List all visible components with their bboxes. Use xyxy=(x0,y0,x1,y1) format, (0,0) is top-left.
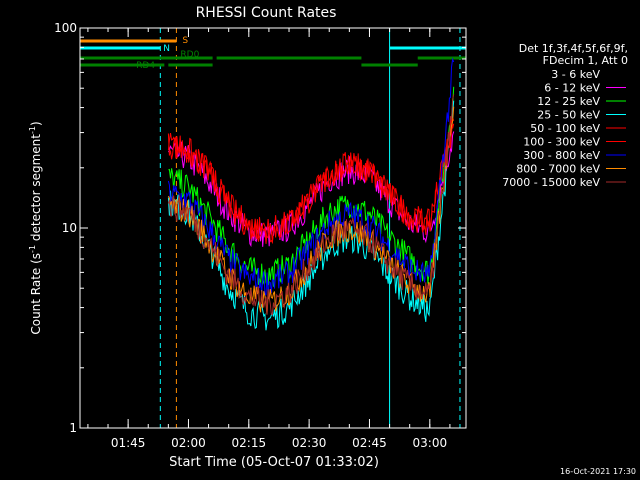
legend-header: FDecim 1, Att 0 xyxy=(543,54,628,67)
plot-area: S N RD0 RD4 xyxy=(80,28,466,428)
x-tick-label: 01:45 xyxy=(111,436,146,450)
y-tick-label: 1 xyxy=(69,421,77,435)
state-label-n: N xyxy=(163,44,170,54)
y-axis-label: Count Rate (s-1 detector segment-1) xyxy=(28,121,43,334)
legend-entry-label: 300 - 800 keV xyxy=(523,149,600,162)
legend-entry-label: 50 - 100 keV xyxy=(530,122,600,135)
legend-header: Det 1f,3f,4f,5f,6f,9f, xyxy=(519,42,628,55)
state-label-rd0: RD0 xyxy=(180,50,199,60)
series-line xyxy=(167,181,455,307)
state-label-s: S xyxy=(182,36,188,46)
legend-entry-label: 25 - 50 keV xyxy=(537,109,600,122)
legend: Det 1f,3f,4f,5f,6f,9f,FDecim 1, Att 03 -… xyxy=(502,42,628,189)
series-line xyxy=(167,117,455,244)
state-label-rd4: RD4 xyxy=(136,61,155,71)
series-line xyxy=(167,94,455,316)
legend-entry-label: 800 - 7000 keV xyxy=(516,163,600,176)
x-tick-label: 02:00 xyxy=(171,436,206,450)
series-line xyxy=(167,116,455,245)
y-tick-label: 100 xyxy=(54,21,77,35)
legend-entry-label: 7000 - 15000 keV xyxy=(502,176,600,189)
legend-entry-label: 100 - 300 keV xyxy=(523,136,600,149)
y-axis: 1 10 100 xyxy=(54,21,466,435)
x-axis: 01:45 02:00 02:15 02:30 02:45 03:00 xyxy=(87,28,451,450)
timestamp-label: 16-Oct-2021 17:30 xyxy=(560,467,636,476)
chart-title: RHESSI Count Rates xyxy=(196,5,337,21)
x-axis-label: Start Time (05-Oct-07 01:33:02) xyxy=(169,455,379,470)
x-tick-label: 02:45 xyxy=(352,436,387,450)
legend-entry-label: 6 - 12 keV xyxy=(544,82,600,95)
legend-entry-label: 12 - 25 keV xyxy=(537,95,600,108)
legend-entry-label: 3 - 6 keV xyxy=(551,68,600,81)
y-tick-label: 10 xyxy=(62,221,77,235)
x-tick-label: 03:00 xyxy=(413,436,448,450)
series-line xyxy=(168,86,455,287)
x-tick-label: 02:30 xyxy=(292,436,327,450)
x-tick-label: 02:15 xyxy=(232,436,267,450)
